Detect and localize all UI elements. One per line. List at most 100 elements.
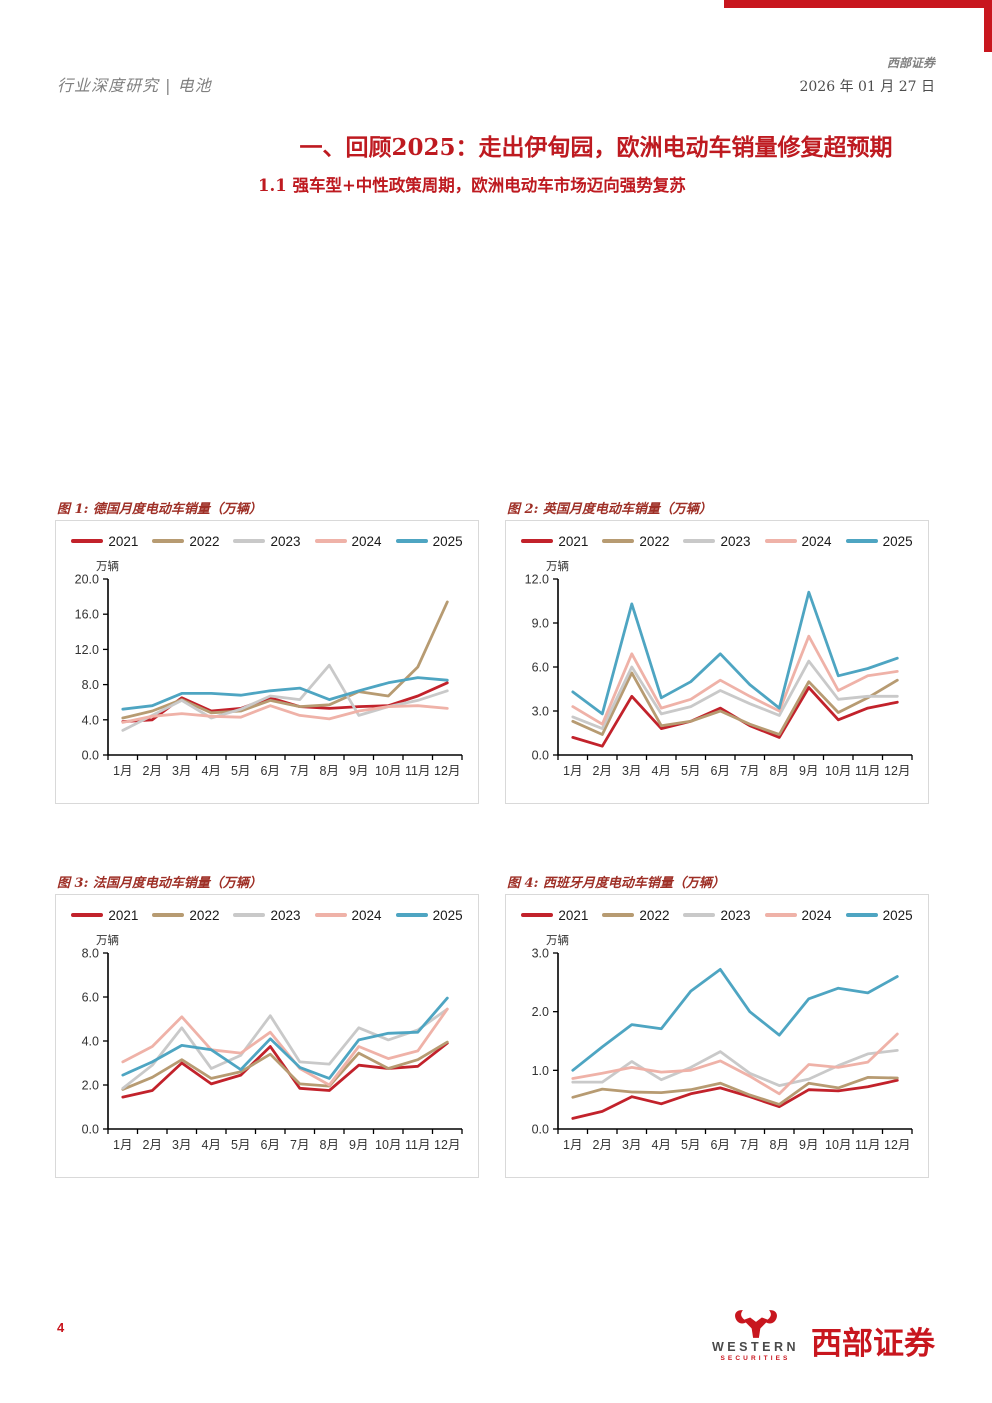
axis-label: 12月 <box>434 1138 460 1152</box>
legend-line-swatch <box>764 539 797 543</box>
axis-label: 11月 <box>855 764 880 778</box>
legend-line-swatch <box>314 539 347 543</box>
brand-logo-en: WESTERN SECURITIES <box>712 1308 799 1362</box>
axis-label: 1月 <box>563 764 582 778</box>
legend-item-2025: 2025 <box>845 533 913 549</box>
chart-plot-area: 万辆 0.0 4.0 8.0 12.0 16.0 20.0 1月 2月 3月 4月 5月 6月 7月 8月 9… <box>56 553 478 793</box>
legend-label: 2023 <box>720 533 751 549</box>
series-line-2024 <box>121 1007 449 1087</box>
legend-item-2024: 2024 <box>314 907 382 923</box>
brand-cn-name: 西部证券 <box>811 1326 935 1362</box>
legend-item-2025: 2025 <box>395 533 463 549</box>
chart-plot-area: 万辆 0.0 1.0 2.0 3.0 1月 2月 3月 4月 5月 6月 7月 8月 9月 10月 11月 12… <box>506 927 928 1167</box>
axis-label: 8月 <box>770 1138 789 1152</box>
legend-label: 2024 <box>351 907 382 923</box>
legend-item-2022: 2022 <box>152 908 219 923</box>
legend-line-swatch <box>845 539 878 543</box>
legend-item-2022: 2022 <box>602 908 669 923</box>
axis-label: 2月 <box>593 1138 612 1152</box>
axis-label: 4.0 <box>82 1035 99 1049</box>
axis-label: 1月 <box>113 764 132 778</box>
axis-label: 10月 <box>375 764 401 778</box>
chart-plot: 万辆 0.0 4.0 8.0 12.0 16.0 20.0 1月 2月 3月 4月 5月 6月 7月 8月 9… <box>75 559 463 778</box>
axis-label: 7月 <box>290 764 309 778</box>
axis-label: 4.0 <box>82 713 99 727</box>
series-line-2024 <box>571 1032 899 1096</box>
axis-label: 3月 <box>622 1138 641 1152</box>
chart-plot: 万辆 0.0 1.0 2.0 3.0 1月 2月 3月 4月 5月 6月 7月 8月 9月 10月 11月 12… <box>532 933 913 1152</box>
axis-label: 8月 <box>320 764 339 778</box>
axis-label: 16.0 <box>75 608 99 622</box>
chart-legend: 2021 2022 2023 2024 2025 <box>506 903 928 927</box>
axis-label: 万辆 <box>546 933 569 947</box>
axis-label: 2月 <box>143 1138 162 1152</box>
axis-label: 7月 <box>290 1138 309 1152</box>
legend-label: 2023 <box>720 907 751 923</box>
chart-legend: 2021 2022 2023 2024 2025 <box>56 903 478 927</box>
legend-label: 2024 <box>801 533 832 549</box>
legend-item-2023: 2023 <box>683 533 751 549</box>
axis-label: 20.0 <box>75 573 99 587</box>
legend-label: 2025 <box>432 533 463 549</box>
legend-label: 2022 <box>639 907 670 923</box>
legend-item-2022: 2022 <box>152 534 219 549</box>
axis-label: 10月 <box>825 764 851 778</box>
axis-label: 8月 <box>320 1138 339 1152</box>
legend-item-2024: 2024 <box>764 908 832 923</box>
page-number: 4 <box>57 1320 65 1335</box>
chart-legend: 2021 2022 2023 2024 2025 <box>506 529 928 553</box>
axis-label: 6月 <box>711 1138 730 1152</box>
axis-label: 7月 <box>740 1138 759 1152</box>
chart-uk: 2021 2022 2023 2024 2025 万辆 0.0 3.0 6.0 9.0 12.0 1… <box>505 520 929 804</box>
chart-legend: 2021 2022 2023 2024 2025 <box>56 529 478 553</box>
legend-label: 2025 <box>882 533 913 549</box>
axis-label: 0.0 <box>532 749 549 763</box>
chart-plot-area: 万辆 0.0 2.0 4.0 6.0 8.0 1月 2月 3月 4月 5月 6月 7月 8月 9月 10月 11… <box>56 927 478 1167</box>
legend-item-2023: 2023 <box>233 907 301 923</box>
legend-item-2021: 2021 <box>71 534 138 549</box>
axis-label: 3月 <box>622 764 641 778</box>
legend-label: 2022 <box>189 533 220 549</box>
legend-line-swatch <box>395 539 428 543</box>
legend-item-2022: 2022 <box>602 534 669 549</box>
legend-label: 2021 <box>558 907 589 923</box>
axis-label: 9月 <box>799 1138 818 1152</box>
axis-label: 11月 <box>855 1138 880 1152</box>
legend-label: 2025 <box>882 907 913 923</box>
legend-line-swatch <box>764 913 797 917</box>
figure-title-germany: 图 1: 德国月度电动车销量（万辆） <box>57 502 262 517</box>
axis-label: 5月 <box>231 764 250 778</box>
chart-spain: 2021 2022 2023 2024 2025 万辆 0.0 1.0 2.0 3.0 1月 2月 3… <box>505 894 929 1178</box>
axis-label: 8.0 <box>82 678 99 692</box>
series-line-2022 <box>571 1075 899 1106</box>
axis-label: 4月 <box>652 1138 671 1152</box>
axis-label: 9月 <box>349 1138 368 1152</box>
legend-line-swatch <box>71 913 104 917</box>
legend-label: 2023 <box>270 907 301 923</box>
axis-label: 1月 <box>113 1138 132 1152</box>
legend-line-swatch <box>521 913 554 917</box>
axis-label: 5月 <box>231 1138 250 1152</box>
series-line-2022 <box>121 600 449 720</box>
corner-accent-top <box>724 0 992 8</box>
series-line-2024 <box>571 634 899 726</box>
legend-label: 2023 <box>270 533 301 549</box>
axis-label: 0.0 <box>82 749 99 763</box>
chart-france: 2021 2022 2023 2024 2025 万辆 0.0 2.0 4.0 6.0 8.0 1月… <box>55 894 479 1178</box>
legend-line-swatch <box>602 539 635 543</box>
legend-line-swatch <box>314 913 347 917</box>
series-line-2025 <box>571 968 899 1072</box>
header-brand: 西部证券 <box>886 56 935 70</box>
axis-label: 10月 <box>375 1138 401 1152</box>
legend-line-swatch <box>71 539 104 543</box>
series-line-2025 <box>121 996 449 1080</box>
legend-label: 2025 <box>432 907 463 923</box>
axis-label: 2.0 <box>532 1005 549 1019</box>
axis-label: 11月 <box>405 764 430 778</box>
corner-accent-side <box>984 0 992 52</box>
axis-label: 3月 <box>172 1138 191 1152</box>
brand-en-name: WESTERN <box>712 1340 799 1354</box>
report-date: 2026 年 01 月 27 日 <box>799 79 935 95</box>
legend-item-2024: 2024 <box>764 533 832 549</box>
